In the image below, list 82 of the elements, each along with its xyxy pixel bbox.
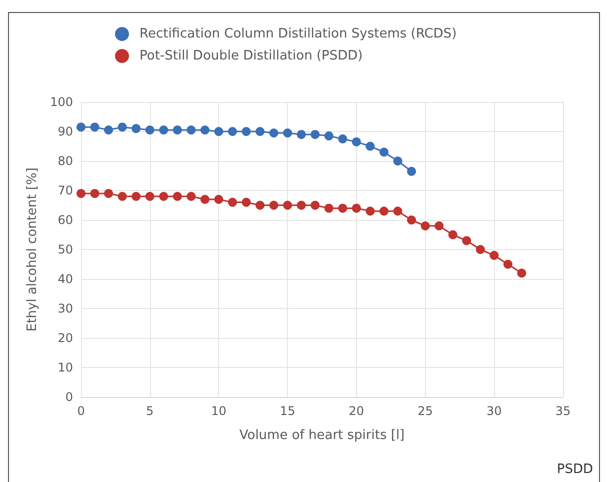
point: [379, 148, 388, 157]
point: [242, 127, 251, 136]
point: [448, 230, 458, 240]
y-tick-label: 50: [58, 242, 73, 256]
y-tick-label: 100: [50, 95, 73, 109]
point: [490, 250, 499, 260]
point: [310, 200, 320, 210]
point: [310, 130, 320, 139]
y-tick-label: 90: [58, 124, 73, 138]
text: PSDD: [556, 462, 594, 477]
point: [338, 204, 348, 213]
x-axis-title: Volume of heart spirits [l]: [239, 428, 405, 443]
y-tick-label: 70: [58, 184, 73, 198]
point: [296, 130, 306, 139]
point: [214, 127, 224, 136]
point: [118, 122, 127, 132]
point: [324, 204, 334, 213]
point: [132, 124, 141, 134]
x-tick-label: 35: [555, 404, 571, 418]
x-tick-label: 25: [418, 404, 433, 418]
y-tick-label: 40: [58, 272, 73, 286]
point: [214, 194, 224, 204]
point: [76, 188, 86, 198]
point: [172, 192, 182, 201]
x-tick-label: 15: [280, 404, 296, 418]
point: [104, 188, 114, 198]
point: [200, 126, 210, 135]
y-tick-label: 0: [65, 390, 73, 404]
point: [90, 122, 100, 132]
point: [228, 198, 237, 207]
x-tick-label: 5: [146, 404, 154, 418]
point: [159, 192, 168, 201]
point: [324, 131, 334, 140]
x-tick-label: 30: [486, 404, 502, 418]
point: [132, 192, 141, 201]
point: [352, 204, 361, 213]
point: [242, 198, 251, 207]
point: [104, 126, 114, 135]
point: [503, 260, 512, 269]
y-tick-label: 20: [58, 331, 73, 345]
point: [434, 221, 444, 230]
point: [379, 206, 388, 216]
point: [76, 122, 86, 132]
point: [269, 128, 278, 138]
point: [186, 192, 196, 201]
point: [296, 200, 306, 210]
point: [256, 127, 265, 136]
point: [200, 194, 210, 204]
point: [393, 206, 402, 216]
y-tick-label: 30: [58, 302, 73, 316]
point: [228, 127, 237, 136]
point: [462, 236, 472, 246]
y-tick-label: 60: [58, 213, 73, 227]
point: [283, 200, 292, 210]
x-tick-label: 0: [77, 404, 85, 418]
point: [159, 126, 168, 135]
point: [256, 200, 265, 210]
point: [393, 156, 402, 166]
point: [172, 126, 182, 135]
legend-label: Pot-Still Double Distillation (PSDD): [140, 48, 363, 64]
legend-label: Rectification Column Distillation Systems (RCDS): [140, 26, 457, 42]
point: [407, 216, 416, 224]
x-tick-label: 20: [348, 404, 364, 418]
point: [352, 137, 361, 146]
point: [420, 221, 430, 230]
y-tick-label: 10: [58, 360, 73, 374]
point: [476, 245, 485, 254]
point: [366, 142, 375, 151]
y-axis-title: Ethyl alcohol content [%]: [25, 167, 40, 332]
point: [145, 126, 154, 135]
point: [283, 128, 292, 138]
point: [517, 268, 526, 278]
point: [366, 206, 375, 216]
point: [145, 192, 154, 201]
point: [407, 166, 416, 176]
point: [90, 188, 100, 198]
point: [186, 126, 196, 135]
x-tick-label: 10: [211, 404, 226, 418]
point: [338, 134, 348, 144]
point: [118, 192, 127, 201]
y-tick-label: 80: [58, 154, 73, 168]
point: [269, 200, 278, 210]
